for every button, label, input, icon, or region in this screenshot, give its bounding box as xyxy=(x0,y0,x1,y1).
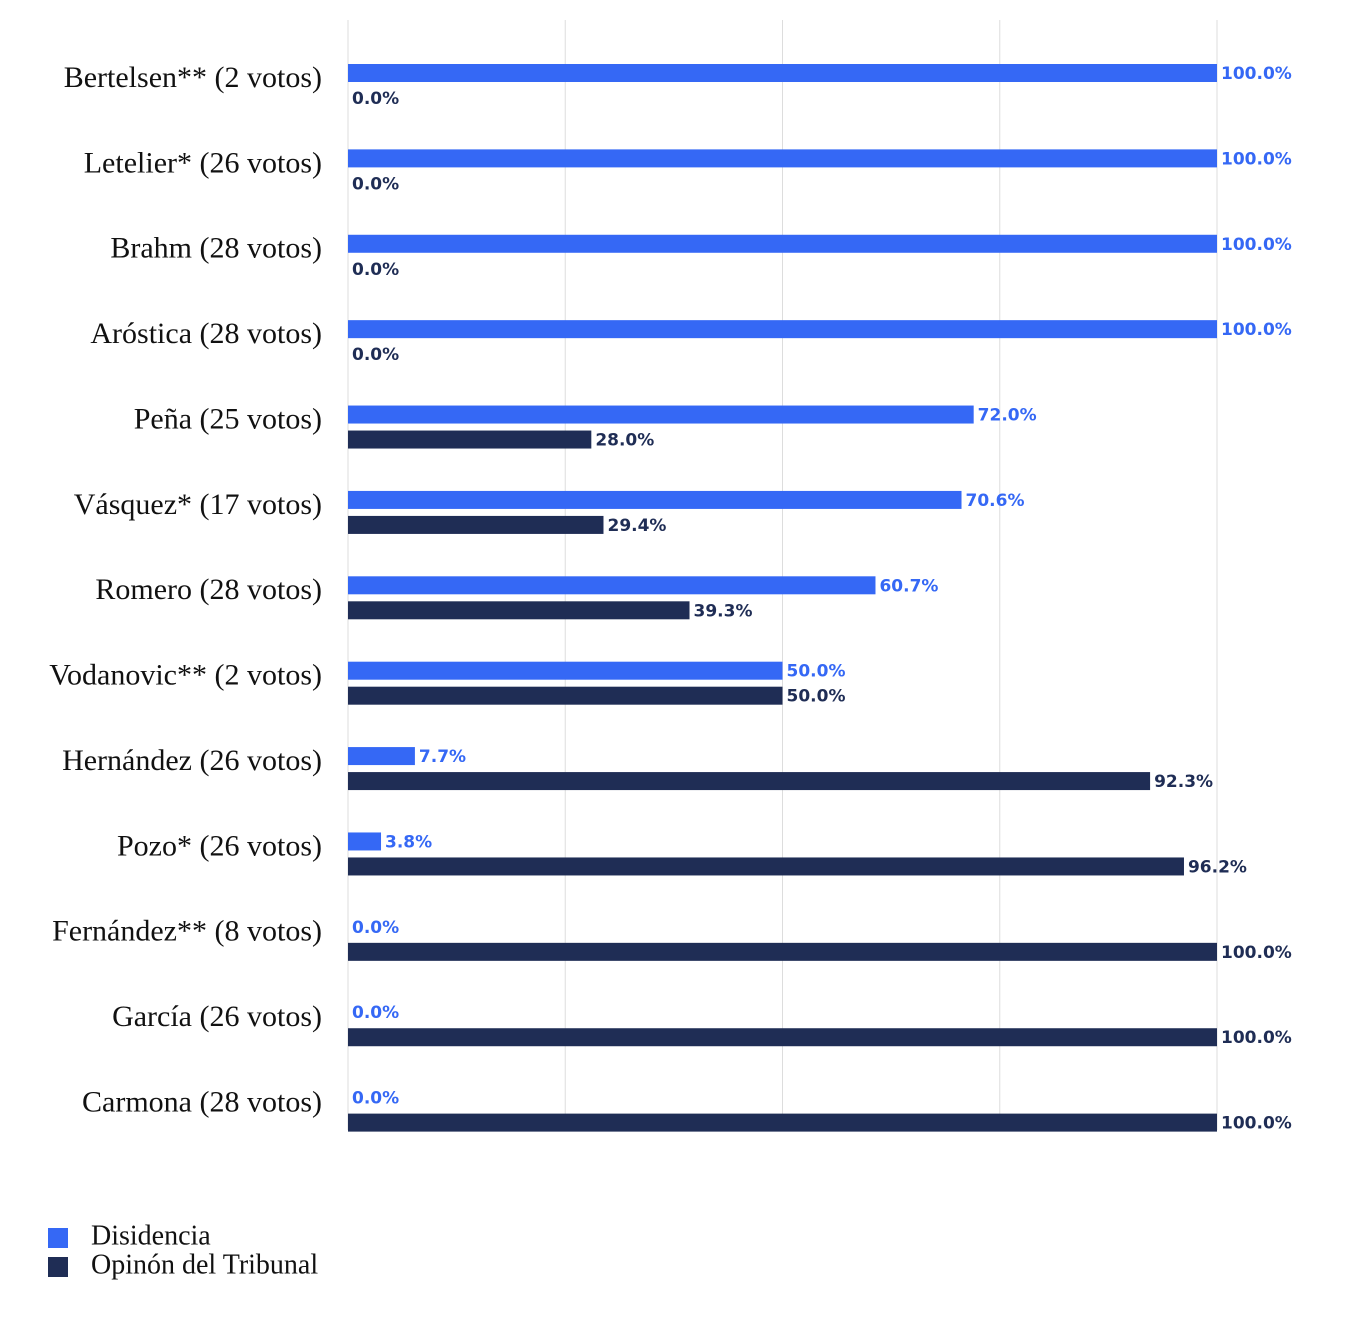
value-label: 100.0% xyxy=(1221,1114,1292,1134)
bar xyxy=(348,320,1217,339)
legend-swatch xyxy=(48,1257,68,1277)
bar xyxy=(348,430,592,449)
category-label: Brahm (28 votos) xyxy=(110,232,322,265)
value-label: 39.3% xyxy=(694,601,753,621)
bar xyxy=(348,64,1217,82)
value-label: 100.0% xyxy=(1221,320,1292,340)
legend-swatch xyxy=(48,1228,68,1248)
value-label: 0.0% xyxy=(352,89,399,109)
bar xyxy=(348,490,962,509)
category-label: Vodanovic** (2 votos) xyxy=(49,659,322,692)
category-label: Aróstica (28 votos) xyxy=(90,317,322,350)
bar xyxy=(348,1028,1217,1047)
value-label: 0.0% xyxy=(352,345,399,365)
category-label: Peña (25 votos) xyxy=(134,402,322,435)
bar xyxy=(348,772,1151,791)
bar xyxy=(348,515,604,534)
category-label: García (26 votos) xyxy=(112,1000,322,1033)
bar xyxy=(348,686,783,705)
category-label: Romero (28 votos) xyxy=(95,573,322,606)
bar xyxy=(348,857,1184,876)
category-label: Pozo* (26 votos) xyxy=(117,829,322,862)
bar xyxy=(348,1113,1217,1132)
bar xyxy=(348,661,783,680)
value-label: 60.7% xyxy=(879,576,938,596)
value-label: 28.0% xyxy=(595,431,654,451)
value-label: 100.0% xyxy=(1221,1028,1292,1048)
bar xyxy=(348,601,690,620)
value-label: 100.0% xyxy=(1221,235,1292,255)
bar xyxy=(348,234,1217,253)
value-label: 7.7% xyxy=(419,747,466,767)
bar xyxy=(348,942,1217,961)
bar xyxy=(348,576,876,595)
value-label: 3.8% xyxy=(385,832,432,852)
category-label: Carmona (28 votos) xyxy=(82,1086,322,1119)
category-label: Fernández** (8 votos) xyxy=(52,915,322,948)
value-label: 100.0% xyxy=(1221,149,1292,169)
value-label: 96.2% xyxy=(1188,857,1247,877)
value-label: 29.4% xyxy=(607,516,666,536)
category-label: Hernández (26 votos) xyxy=(62,744,322,777)
legend-label: Opinón del Tribunal xyxy=(91,1249,318,1280)
value-label: 50.0% xyxy=(787,662,846,682)
value-label: 100.0% xyxy=(1221,64,1292,84)
category-label: Bertelsen** (2 votos) xyxy=(64,61,322,94)
value-label: 0.0% xyxy=(352,260,399,280)
category-label: Letelier* (26 votos) xyxy=(84,146,322,179)
bar xyxy=(348,747,415,766)
bar xyxy=(348,832,382,851)
value-label: 72.0% xyxy=(978,406,1037,426)
value-label: 50.0% xyxy=(787,687,846,707)
bar xyxy=(348,405,974,424)
value-label: 92.3% xyxy=(1154,772,1213,792)
value-label: 70.6% xyxy=(966,491,1025,511)
value-label: 0.0% xyxy=(352,918,399,938)
bar xyxy=(348,149,1217,168)
value-label: 0.0% xyxy=(352,1003,399,1023)
value-label: 0.0% xyxy=(352,174,399,194)
legend-label: Disidencia xyxy=(91,1220,211,1251)
value-label: 0.0% xyxy=(352,1089,399,1109)
category-label: Vásquez* (17 votos) xyxy=(74,488,322,521)
value-label: 100.0% xyxy=(1221,943,1292,963)
